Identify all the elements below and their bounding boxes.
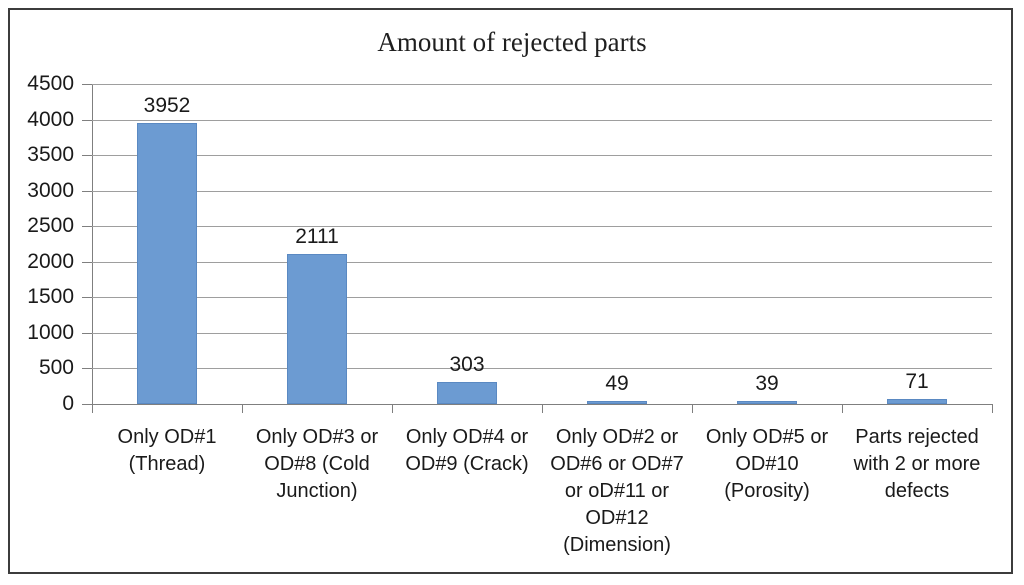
y-axis-line (92, 84, 93, 405)
x-axis-tick (842, 405, 843, 413)
y-axis-tick-label: 1000 (27, 321, 74, 344)
gridline (92, 226, 992, 227)
y-axis-tick-label: 0 (62, 392, 74, 415)
x-category-label: Only OD#3 or OD#8 (Cold Junction) (255, 426, 379, 502)
x-axis-tick (92, 405, 93, 413)
bar-value-label: 3952 (143, 94, 191, 117)
gridline (92, 262, 992, 263)
x-category-label: Only OD#2 or OD#6 or OD#7 or oD#11 or OD… (550, 426, 684, 556)
gridline (92, 155, 992, 156)
plot-area: 3952 2111 303 49 39 71 (92, 84, 992, 404)
y-axis-tick-label: 4500 (27, 72, 74, 95)
gridline (92, 120, 992, 121)
bar (137, 123, 197, 404)
x-category-label: Only OD#1 (Thread) (117, 426, 217, 475)
bar (587, 401, 647, 404)
gridline (92, 333, 992, 334)
y-axis-tick-label: 4000 (27, 108, 74, 131)
x-axis-tick (242, 405, 243, 413)
chart-title: Amount of rejected parts (377, 27, 647, 57)
y-axis-tick-label: 2500 (27, 214, 74, 237)
x-category-label: Only OD#4 or OD#9 (Crack) (405, 426, 529, 475)
y-axis-tick-label: 2000 (27, 250, 74, 273)
bar-value-label: 2111 (295, 225, 339, 248)
x-axis-tick (542, 405, 543, 413)
y-axis-tick (82, 262, 92, 263)
bar (737, 401, 797, 404)
x-axis-tick (992, 405, 993, 413)
x-axis-tick (692, 405, 693, 413)
chart-outer-border (8, 8, 1013, 574)
x-axis-tick (392, 405, 393, 413)
bar (287, 254, 347, 404)
x-category-label: Only OD#5 or OD#10 (Porosity) (705, 426, 829, 502)
bar (437, 382, 497, 404)
gridline (92, 84, 992, 85)
gridline (92, 297, 992, 298)
y-axis-tick (82, 297, 92, 298)
y-axis-tick (82, 120, 92, 121)
y-axis-tick (82, 368, 92, 369)
gridline (92, 368, 992, 369)
gridline (92, 191, 992, 192)
y-axis-tick (82, 84, 92, 85)
x-category-label: Parts rejected with 2 or more defects (853, 426, 981, 502)
y-axis-tick (82, 226, 92, 227)
y-axis-tick (82, 155, 92, 156)
y-axis-tick-label: 3500 (27, 143, 74, 166)
y-axis-tick-label: 1500 (27, 285, 74, 308)
bar-value-label: 303 (449, 353, 485, 376)
y-axis-tick-label: 500 (38, 356, 74, 379)
y-axis-tick (82, 333, 92, 334)
bar-value-label: 49 (605, 372, 629, 395)
y-axis-tick (82, 191, 92, 192)
bar-value-label: 39 (755, 372, 779, 395)
x-axis-line (92, 404, 993, 405)
y-axis-tick-label: 3000 (27, 179, 74, 202)
bar-value-label: 71 (905, 370, 929, 393)
y-axis-tick (82, 404, 92, 405)
bar (887, 399, 947, 404)
